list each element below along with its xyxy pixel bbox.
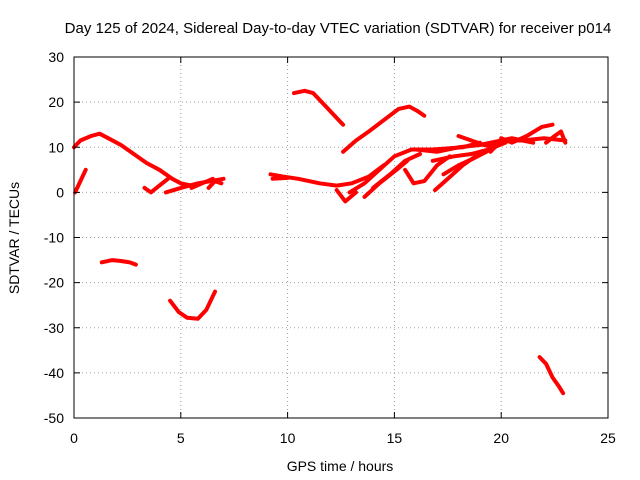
grid-lines: [74, 57, 608, 418]
y-tick-label: 20: [48, 94, 64, 110]
data-track-16: [371, 152, 422, 190]
data-track-6: [189, 176, 215, 190]
y-tick-label: -30: [44, 320, 64, 336]
data-track-10: [270, 175, 290, 181]
y-axis-label: SDTVAR / TECUs: [6, 182, 22, 294]
data-track-24: [499, 122, 555, 145]
data-track-23: [488, 136, 536, 154]
axis-ticks: 0 5 10 15 20 25 -50 -40 -30 -20 -10 0 10 20 30: [44, 49, 616, 446]
data-track-11: [292, 88, 346, 127]
data-track-18: [413, 136, 568, 154]
data-track-2: [73, 167, 88, 195]
x-tick-label: 15: [387, 430, 403, 446]
x-tick-label: 0: [70, 430, 78, 446]
x-tick-label: 25: [600, 430, 616, 446]
data-track-8: [206, 179, 224, 190]
y-tick-label: -40: [44, 365, 64, 381]
data-track-1: [72, 131, 194, 188]
chart-title: Day 125 of 2024, Sidereal Day-to-day VTE…: [65, 20, 612, 37]
data-track-3: [99, 258, 138, 267]
data-track-12: [334, 188, 358, 204]
data-track-25: [544, 129, 568, 145]
data-tracks: [72, 88, 568, 396]
y-tick-label: 0: [56, 184, 64, 200]
y-tick-label: 30: [48, 49, 64, 65]
data-track-22: [456, 134, 497, 150]
data-track-26: [537, 355, 566, 396]
y-tick-label: 10: [48, 139, 64, 155]
y-tick-label: -10: [44, 230, 64, 246]
data-track-17: [403, 154, 452, 186]
x-tick-label: 5: [177, 430, 185, 446]
x-axis-label: GPS time / hours: [287, 458, 394, 474]
data-track-4: [142, 176, 170, 195]
x-tick-label: 10: [280, 430, 296, 446]
x-tick-label: 20: [493, 430, 509, 446]
data-track-7: [168, 289, 217, 321]
data-track-13: [341, 104, 427, 154]
y-tick-label: -20: [44, 275, 64, 291]
y-tick-label: -50: [44, 410, 64, 426]
